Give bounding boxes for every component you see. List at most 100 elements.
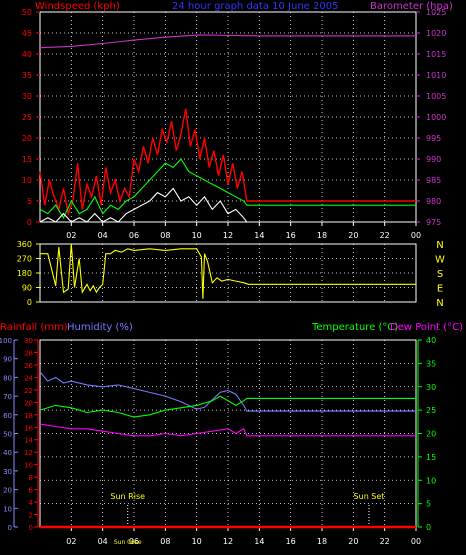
y-tick-label-rain: 22 [24, 387, 33, 395]
y-tick-label-temp: 30 [426, 383, 436, 392]
y-tick-label-wind: 30 [22, 92, 32, 101]
y-tick-label-wind: 20 [22, 134, 32, 143]
graph-title: 24 hour graph data 10 June 2005 [172, 1, 338, 12]
y-tick-label-wind: 10 [22, 176, 32, 185]
y-tick-label-wind: 5 [27, 197, 32, 206]
y-tick-label-temp: 10 [426, 476, 436, 485]
y-tick-label-humidity: 70 [3, 393, 12, 401]
y-tick-label-rain: 8 [29, 474, 33, 482]
series-gust [39, 108, 416, 217]
series-humidity [39, 371, 416, 412]
x-tick-label: 22 [380, 231, 390, 240]
y-tick-label-rain: 6 [29, 487, 34, 495]
y-tick-label-baro: 1025 [426, 8, 446, 17]
y-tick-label-humidity: 40 [3, 449, 12, 457]
temperature-label: Temperature (°C) [311, 322, 398, 333]
y-tick-label-baro: 1005 [426, 92, 446, 101]
y-tick-label-humidity: 20 [3, 487, 12, 495]
y-tick-label-rain: 30 [24, 337, 33, 345]
x-tick-label: 04 [98, 231, 108, 240]
x-tick-label: 14 [254, 231, 264, 240]
y-tick-label-temp: 25 [426, 406, 436, 415]
x-tick-label: 14 [254, 537, 264, 546]
dewpoint-label: Dew Point (°C) [390, 322, 463, 333]
y-tick-label-dir: 360 [17, 240, 32, 249]
y-tick-label-rain: 14 [24, 437, 33, 445]
y-tick-label-rain: 28 [24, 349, 33, 357]
y-tick-label-temp: 5 [426, 500, 431, 509]
y-tick-label-rain: 26 [24, 362, 33, 370]
y-tick-label-rain: 18 [24, 412, 33, 420]
y-tick-label-temp: 15 [426, 453, 436, 462]
x-tick-label: 18 [317, 231, 327, 240]
compass-letter: S [437, 269, 443, 280]
x-tick-label: 08 [160, 537, 170, 546]
y-tick-label-baro: 975 [426, 218, 441, 227]
y-tick-label-rain: 20 [24, 399, 33, 407]
y-tick-label-rain: 16 [24, 424, 33, 432]
series-barometer [39, 34, 416, 49]
temp-humidity-chart: 0102030405060708090100024681012141618202… [0, 336, 436, 546]
y-tick-label-rain: 4 [29, 499, 34, 507]
y-tick-label-wind: 45 [22, 29, 32, 38]
x-tick-label: 16 [286, 231, 296, 240]
y-tick-label-temp: 20 [426, 430, 436, 439]
y-tick-label-humidity: 10 [3, 505, 12, 513]
x-tick-label: 10 [192, 231, 202, 240]
barometer-label: Barometer (hpa) [370, 1, 453, 12]
y-tick-label-dir: 270 [17, 255, 32, 264]
y-tick-label-rain: 2 [29, 512, 33, 520]
y-tick-label-baro: 1010 [426, 71, 446, 80]
y-tick-label-wind: 50 [22, 8, 32, 17]
y-tick-label-baro: 1020 [426, 29, 446, 38]
y-tick-label-humidity: 80 [3, 374, 12, 382]
x-tick-label: 02 [66, 231, 76, 240]
y-tick-label-humidity: 90 [3, 356, 12, 364]
x-tick-label: 12 [223, 537, 233, 546]
y-tick-label-rain: 10 [24, 462, 33, 470]
series-temperature [39, 395, 416, 418]
x-tick-label: 00 [411, 537, 421, 546]
x-tick-label: 12 [223, 231, 233, 240]
y-tick-label-humidity: 0 [8, 524, 12, 532]
y-tick-label-dir: 90 [22, 284, 32, 293]
sunrise-time-label: Sun 06se [114, 539, 142, 546]
y-tick-label-baro: 980 [426, 197, 441, 206]
y-tick-label-temp: 40 [426, 336, 436, 345]
x-tick-label: 08 [160, 231, 170, 240]
x-tick-label: 06 [129, 231, 139, 240]
y-tick-label-wind: 15 [22, 155, 32, 164]
x-tick-label: 16 [286, 537, 296, 546]
windspeed-label: Windspeed (kph) [35, 1, 120, 12]
wind-barometer-chart: 0510152025303540455097598098599099510001… [22, 8, 447, 240]
series-average [39, 158, 416, 219]
compass-letter: N [436, 298, 443, 309]
x-tick-label: 00 [411, 231, 421, 240]
y-tick-label-humidity: 100 [0, 337, 12, 345]
x-tick-label: 04 [98, 537, 108, 546]
sunset-label: Sun Set [354, 492, 385, 501]
y-tick-label-temp: 35 [426, 359, 436, 368]
y-tick-label-humidity: 60 [3, 412, 12, 420]
y-tick-label-wind: 0 [27, 218, 32, 227]
y-tick-label-rain: 12 [24, 449, 33, 457]
x-tick-label: 22 [380, 537, 390, 546]
compass-letter: E [437, 284, 443, 295]
x-tick-label: 06 [129, 537, 139, 546]
humidity-label: Humidity (%) [67, 322, 133, 333]
y-tick-label-humidity: 30 [3, 468, 12, 476]
y-tick-label-humidity: 50 [3, 431, 12, 439]
x-tick-label: 02 [66, 537, 76, 546]
y-tick-label-baro: 1015 [426, 50, 446, 59]
series-min_wind [39, 187, 416, 223]
y-tick-label-wind: 25 [22, 113, 32, 122]
compass-letter: N [436, 240, 443, 251]
y-tick-label-rain: 0 [29, 524, 33, 532]
y-tick-label-temp: 0 [426, 523, 431, 532]
y-tick-label-dir: 0 [27, 298, 32, 307]
y-tick-label-dir: 180 [17, 269, 32, 278]
x-tick-label: 20 [348, 537, 358, 546]
